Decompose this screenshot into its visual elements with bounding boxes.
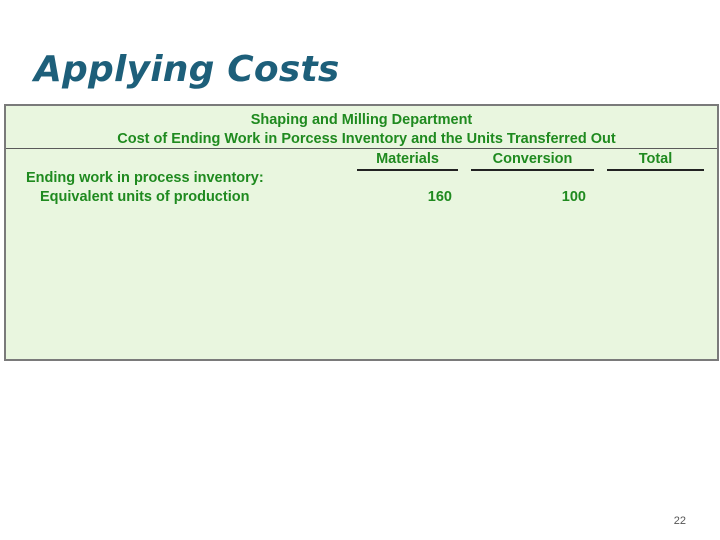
report-header: Shaping and Milling Department Cost of E… [6,106,717,149]
cost-report-panel: Shaping and Milling Department Cost of E… [4,104,719,361]
row-label-equivalent-units: Equivalent units of production [40,189,250,205]
report-department-title: Shaping and Milling Department [250,112,473,128]
row-label-ending-wip: Ending work in process inventory: [26,170,264,186]
equivalent-units-conversion-value: 100 [561,189,586,205]
page-number: 22 [673,515,686,527]
column-header-materials: Materials [357,150,458,171]
equivalent-units-materials-value: 160 [427,189,452,205]
column-header-total: Total [607,150,704,171]
column-header-conversion: Conversion [471,150,594,171]
report-subtitle: Cost of Ending Work in Porcess Inventory… [117,131,616,147]
slide-title: Applying Costs [34,49,340,90]
